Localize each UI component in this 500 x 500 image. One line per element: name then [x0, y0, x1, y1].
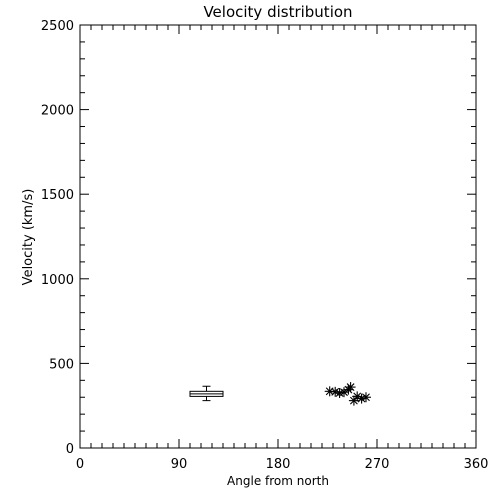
- x-tick-label: 360: [464, 457, 489, 472]
- data-point-stroke: [346, 383, 355, 392]
- x-tick-label: 270: [365, 457, 390, 472]
- plot-frame: [79, 24, 477, 449]
- y-tick-label: 2500: [41, 19, 74, 34]
- data-point-stroke: [353, 392, 362, 401]
- data-point: [345, 382, 356, 393]
- data-point-stroke: [349, 396, 358, 405]
- data-points: [324, 382, 371, 406]
- x-tick-labels: 0 90 180 270 360: [76, 457, 489, 472]
- y-axis-label: Velocity (km/s): [21, 189, 36, 286]
- data-point: [361, 392, 371, 403]
- x-tick-label: 90: [171, 457, 188, 472]
- x-tick-label: 180: [266, 457, 291, 472]
- y-tick-label: 1000: [41, 273, 74, 288]
- data-point: [348, 395, 359, 406]
- axis-ticks: [79, 24, 477, 449]
- x-axis-label: Angle from north: [227, 474, 329, 488]
- chart-title: Velocity distribution: [203, 3, 352, 21]
- data-point-stroke: [331, 387, 340, 396]
- y-tick-label: 500: [49, 357, 74, 372]
- y-tick-label: 0: [66, 442, 74, 457]
- y-tick-labels: 0 500 1000 1500 2000 2500: [41, 19, 74, 457]
- box-plot: [189, 385, 224, 402]
- y-tick-label: 1500: [41, 188, 74, 203]
- x-tick-label: 0: [76, 457, 84, 472]
- data-point: [339, 387, 349, 398]
- data-point-stroke: [362, 393, 370, 402]
- data-point-stroke: [357, 394, 366, 403]
- y-tick-label: 2000: [41, 104, 74, 119]
